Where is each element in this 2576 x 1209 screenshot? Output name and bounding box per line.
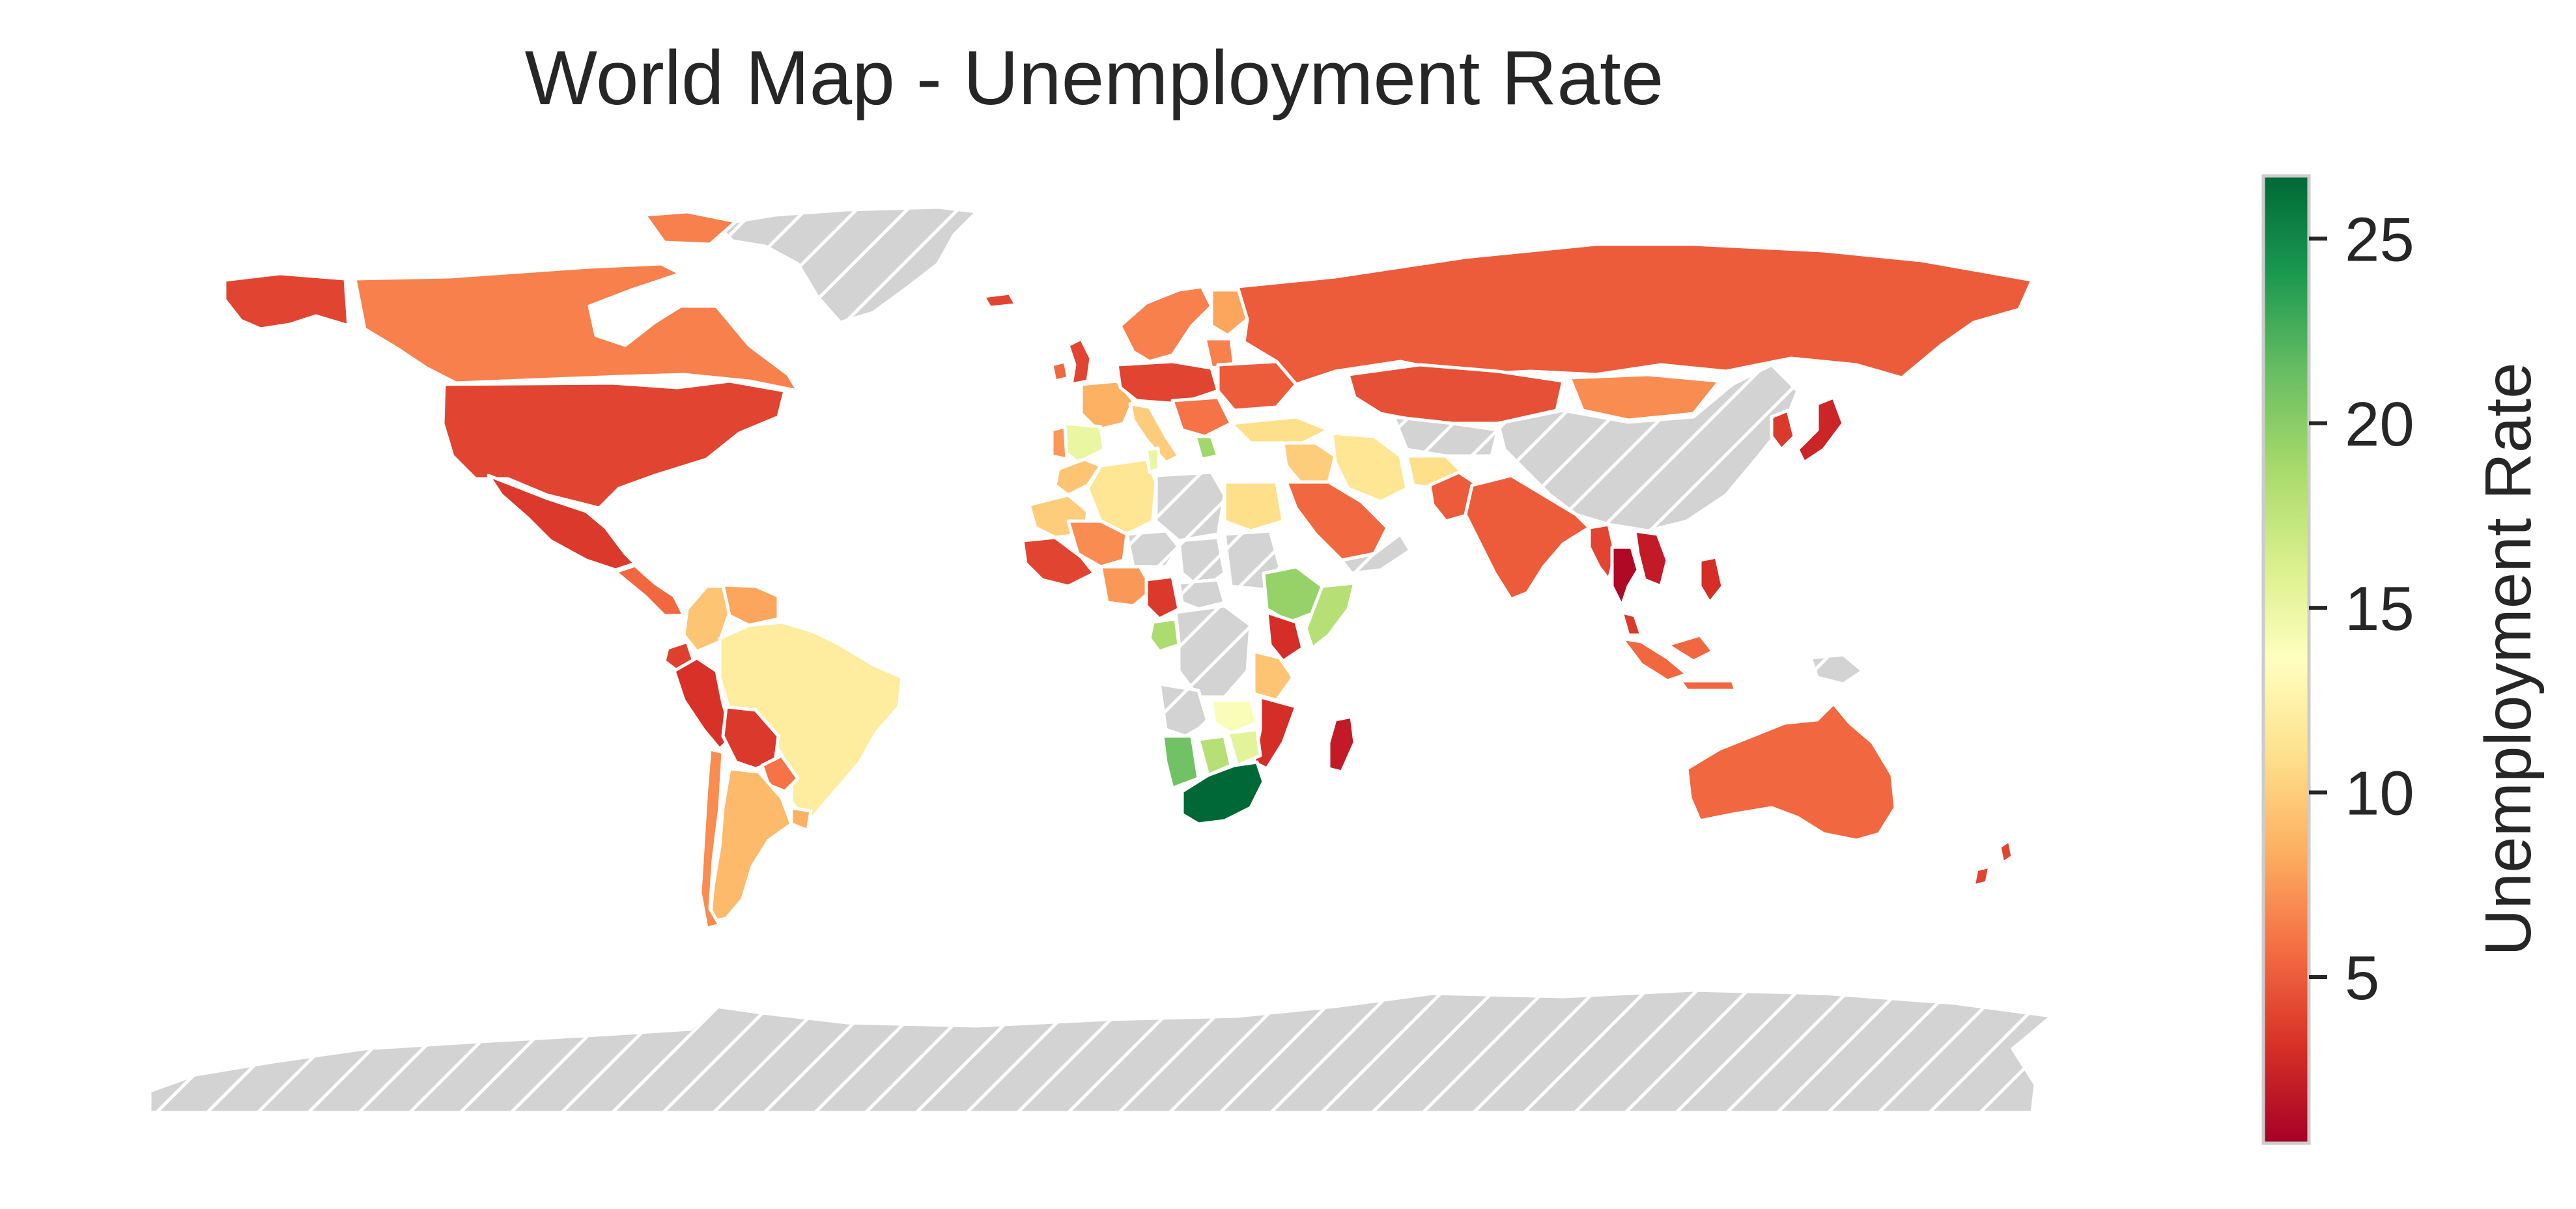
region-madagascar[interactable] bbox=[1327, 715, 1357, 774]
colorbar-tick-label: 25 bbox=[2345, 205, 2414, 274]
region-new-zealand[interactable] bbox=[1972, 838, 2015, 888]
region-canadian-arctic-islands[interactable] bbox=[643, 210, 738, 246]
world-map bbox=[148, 205, 2054, 1115]
region-colombia[interactable] bbox=[682, 584, 731, 653]
region-alaska[interactable] bbox=[223, 272, 350, 331]
colorbar-tick-label: 20 bbox=[2345, 390, 2414, 459]
colorbar-tick-label: 15 bbox=[2345, 574, 2414, 644]
region-mexico[interactable] bbox=[487, 474, 637, 572]
region-ireland[interactable] bbox=[1050, 360, 1070, 383]
region-nigeria[interactable] bbox=[1099, 565, 1155, 608]
region-scandinavia[interactable] bbox=[1118, 285, 1213, 363]
region-indonesia[interactable] bbox=[1620, 633, 1738, 692]
region-drc[interactable] bbox=[1174, 604, 1253, 699]
region-usa[interactable] bbox=[441, 379, 787, 510]
colorbar-label: Unemployment Rate bbox=[2472, 362, 2545, 956]
region-namibia[interactable] bbox=[1161, 734, 1200, 790]
region-myanmar[interactable] bbox=[1587, 522, 1617, 582]
colorbar-ticks: 5 10 15 20 25 bbox=[2309, 205, 2414, 1013]
region-canada[interactable] bbox=[353, 262, 800, 393]
region-finland[interactable] bbox=[1210, 288, 1249, 337]
region-egypt[interactable] bbox=[1223, 480, 1285, 533]
region-tunisia[interactable] bbox=[1144, 446, 1161, 474]
region-india[interactable] bbox=[1464, 474, 1591, 601]
region-yemen-oman[interactable] bbox=[1340, 532, 1412, 575]
region-gabon-congo[interactable] bbox=[1148, 617, 1181, 653]
colorbar-tick-label: 10 bbox=[2345, 759, 2414, 829]
region-thailand[interactable] bbox=[1610, 545, 1640, 608]
region-greenland[interactable] bbox=[715, 205, 979, 324]
region-japan[interactable] bbox=[1796, 395, 1845, 464]
region-zambia[interactable] bbox=[1210, 698, 1259, 735]
region-philippines[interactable] bbox=[1698, 555, 1725, 604]
map-title: World Map - Unemployment Rate bbox=[525, 35, 1664, 121]
region-kenya[interactable] bbox=[1265, 610, 1305, 663]
region-malaysia[interactable] bbox=[1620, 610, 1643, 637]
region-new-guinea[interactable] bbox=[1809, 653, 1865, 686]
region-indochina[interactable] bbox=[1633, 529, 1669, 588]
region-angola[interactable] bbox=[1157, 682, 1210, 738]
region-middle-east[interactable] bbox=[1281, 441, 1337, 487]
region-chile[interactable] bbox=[698, 747, 725, 930]
region-central-america[interactable] bbox=[614, 563, 686, 618]
region-iceland[interactable] bbox=[982, 291, 1018, 309]
region-france[interactable] bbox=[1079, 379, 1135, 432]
region-mongolia[interactable] bbox=[1568, 373, 1721, 422]
colorbar-tick-label: 5 bbox=[2345, 943, 2379, 1013]
region-china[interactable] bbox=[1496, 363, 1800, 533]
region-russia[interactable] bbox=[1236, 242, 2034, 386]
region-south-africa[interactable] bbox=[1180, 760, 1266, 826]
region-libya[interactable] bbox=[1154, 470, 1226, 543]
region-west-africa-coast[interactable] bbox=[1021, 535, 1096, 588]
region-uruguay[interactable] bbox=[789, 806, 813, 832]
region-argentina[interactable] bbox=[708, 767, 793, 924]
region-tanzania[interactable] bbox=[1252, 649, 1295, 702]
region-balkans[interactable] bbox=[1170, 395, 1233, 438]
region-italy[interactable] bbox=[1128, 402, 1181, 464]
region-korea[interactable] bbox=[1770, 408, 1796, 451]
colorbar-bar bbox=[2261, 174, 2311, 1145]
region-venezuela[interactable] bbox=[721, 583, 780, 627]
region-mozambique[interactable] bbox=[1252, 695, 1298, 771]
region-iran[interactable] bbox=[1330, 431, 1409, 504]
region-antarctica[interactable] bbox=[148, 988, 2054, 1115]
region-greece[interactable] bbox=[1193, 434, 1220, 461]
region-uk[interactable] bbox=[1066, 337, 1093, 386]
colorbar: 5 10 15 20 25 Unemployment Rate bbox=[2261, 174, 2545, 1145]
region-car[interactable] bbox=[1177, 578, 1226, 611]
region-turkey[interactable] bbox=[1229, 415, 1331, 445]
region-kazakhstan[interactable] bbox=[1346, 363, 1565, 425]
region-central-asia[interactable] bbox=[1392, 415, 1500, 458]
region-cameroon[interactable] bbox=[1144, 575, 1181, 621]
region-somalia[interactable] bbox=[1304, 581, 1357, 650]
region-zimbabwe[interactable] bbox=[1226, 728, 1262, 767]
region-australia[interactable] bbox=[1685, 702, 1897, 842]
region-niger[interactable] bbox=[1125, 529, 1181, 569]
region-portugal[interactable] bbox=[1050, 425, 1069, 461]
